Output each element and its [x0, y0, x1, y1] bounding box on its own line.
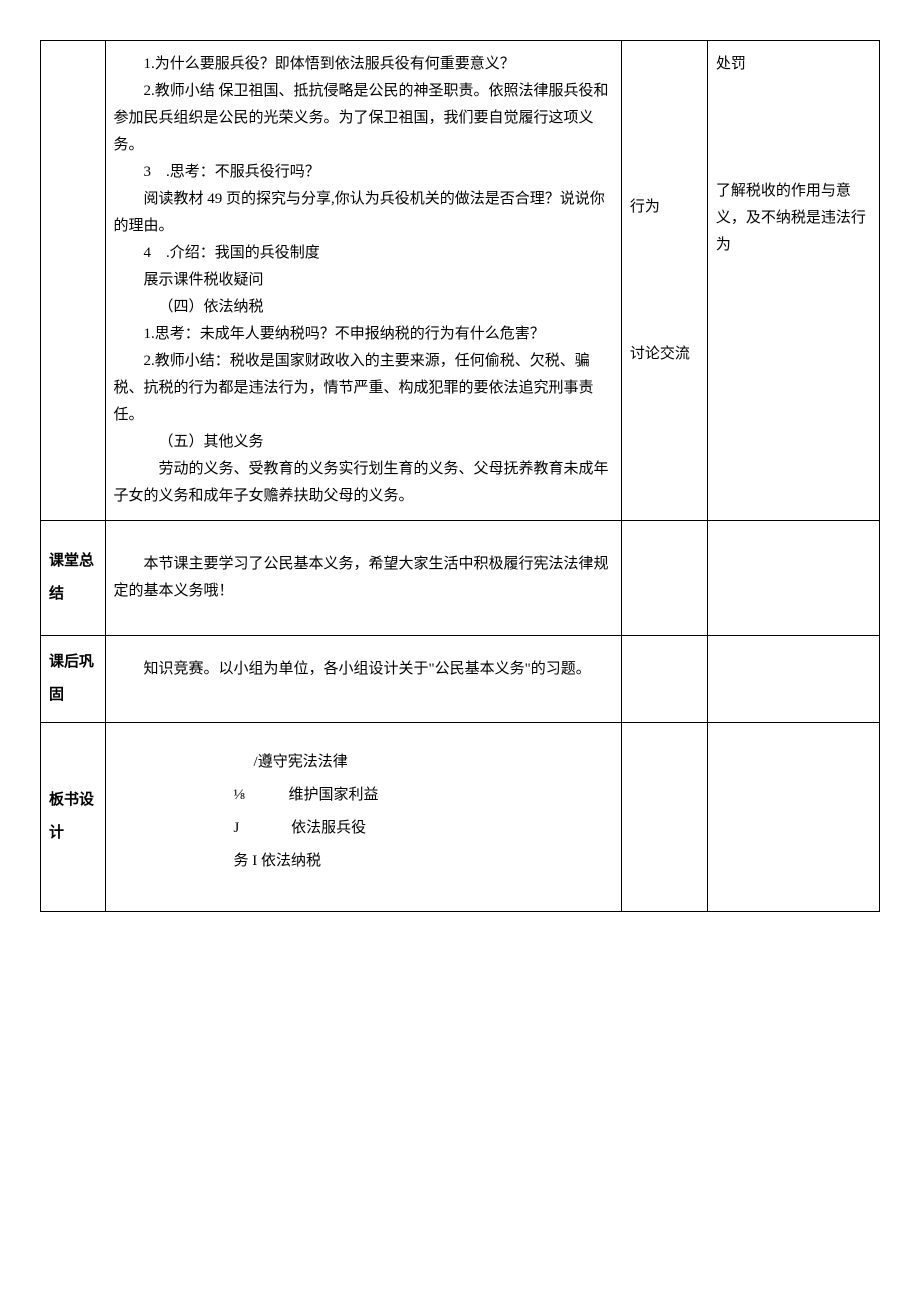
board-line: /遵守宪法法律	[114, 749, 613, 776]
note-cell	[707, 723, 879, 912]
board-line: 务 I 依法纳税	[114, 848, 613, 875]
note-text: 了解税收的作用与意义，及不纳税是违法行为	[716, 178, 871, 259]
table-row: 板书设计 /遵守宪法法律 ⅛ 维护国家利益 J 依法服兵役 务 I 依法纳税	[41, 723, 880, 912]
paragraph: 1.为什么要服兵役？即体悟到依法服兵役有何重要意义？	[114, 51, 613, 78]
paragraph: 4 .介绍：我国的兵役制度	[114, 240, 613, 267]
paragraph: 2.教师小结：税收是国家财政收入的主要来源，任何偷税、欠税、骗税、抗税的行为都是…	[114, 348, 613, 429]
homework-text: 知识竞赛。以小组为单位，各小组设计关于"公民基本义务"的习题。	[114, 646, 613, 693]
paragraph: 2.教师小结 保卫祖国、抵抗侵略是公民的神圣职责。依照法律服兵役和参加民兵组织是…	[114, 78, 613, 159]
board-text: 依法服兵役	[291, 820, 366, 836]
row-label-cell	[41, 41, 106, 521]
note-cell	[707, 521, 879, 636]
paragraph: 1.思考：未成年人要纳税吗？不申报纳税的行为有什么危害？	[114, 321, 613, 348]
row-label-cell: 课堂总结	[41, 521, 106, 636]
section-heading: （五）其他义务	[114, 429, 613, 456]
paragraph: 劳动的义务、受教育的义务实行划生育的义务、父母抚养教育未成年子女的义务和成年子女…	[114, 456, 613, 510]
content-cell: 1.为什么要服兵役？即体悟到依法服兵役有何重要意义？ 2.教师小结 保卫祖国、抵…	[105, 41, 621, 521]
table-row: 课后巩固 知识竞赛。以小组为单位，各小组设计关于"公民基本义务"的习题。	[41, 636, 880, 723]
method-text: 讨论交流	[630, 341, 699, 368]
board-text: 维护国家利益	[289, 787, 379, 803]
lesson-plan-table: 1.为什么要服兵役？即体悟到依法服兵役有何重要意义？ 2.教师小结 保卫祖国、抵…	[40, 40, 880, 912]
method-cell: 行为 讨论交流	[621, 41, 707, 521]
note-text: 处罚	[716, 51, 871, 78]
paragraph: 阅读教材 49 页的探究与分享,你认为兵役机关的做法是否合理？说说你的理由。	[114, 186, 613, 240]
method-cell	[621, 521, 707, 636]
note-cell	[707, 636, 879, 723]
table-row: 课堂总结 本节课主要学习了公民基本义务，希望大家生活中积极履行宪法法律规定的基本…	[41, 521, 880, 636]
method-text: 行为	[630, 194, 699, 221]
board-symbol: J	[234, 820, 240, 836]
row-label-cell: 课后巩固	[41, 636, 106, 723]
paragraph: 3 .思考：不服兵役行吗？	[114, 159, 613, 186]
row-label-cell: 板书设计	[41, 723, 106, 912]
table-row: 1.为什么要服兵役？即体悟到依法服兵役有何重要意义？ 2.教师小结 保卫祖国、抵…	[41, 41, 880, 521]
board-line: ⅛ 维护国家利益	[114, 782, 613, 809]
board-line: J 依法服兵役	[114, 815, 613, 842]
note-cell: 处罚 了解税收的作用与意义，及不纳税是违法行为	[707, 41, 879, 521]
section-heading: （四）依法纳税	[114, 294, 613, 321]
method-cell	[621, 636, 707, 723]
paragraph: 展示课件税收疑问	[114, 267, 613, 294]
board-symbol: ⅛	[234, 787, 245, 803]
method-cell	[621, 723, 707, 912]
summary-text: 本节课主要学习了公民基本义务，希望大家生活中积极履行宪法法律规定的基本义务哦！	[114, 531, 613, 625]
content-cell: /遵守宪法法律 ⅛ 维护国家利益 J 依法服兵役 务 I 依法纳税	[105, 723, 621, 912]
content-cell: 本节课主要学习了公民基本义务，希望大家生活中积极履行宪法法律规定的基本义务哦！	[105, 521, 621, 636]
content-cell: 知识竞赛。以小组为单位，各小组设计关于"公民基本义务"的习题。	[105, 636, 621, 723]
